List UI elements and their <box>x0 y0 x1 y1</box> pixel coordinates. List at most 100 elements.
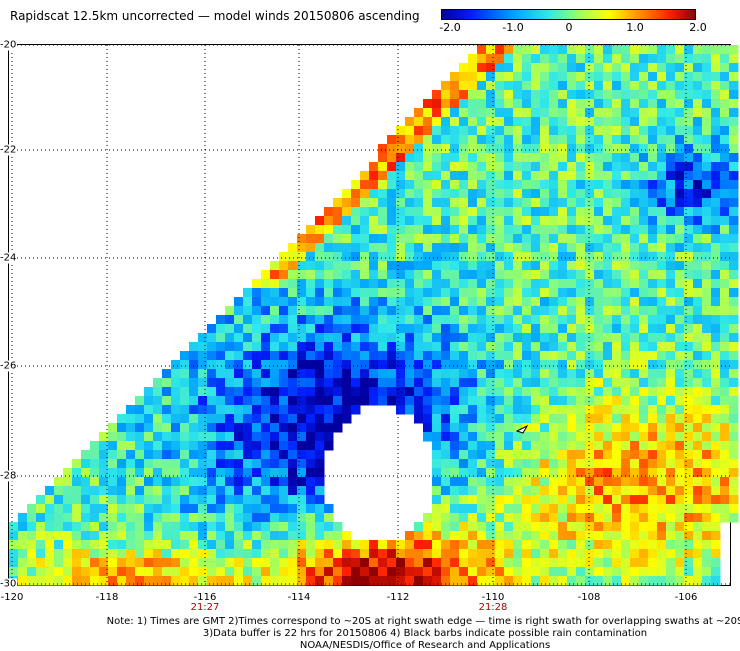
swath-cell <box>675 144 685 154</box>
swath-cell <box>495 144 505 154</box>
swath-cell <box>567 279 577 289</box>
swath-cell <box>729 225 739 235</box>
swath-cell <box>540 171 550 181</box>
lon-label: -108 <box>577 592 601 603</box>
swath-cell <box>522 504 532 514</box>
swath-cell <box>351 324 361 334</box>
swath-cell <box>630 261 640 271</box>
swath-cell <box>495 468 505 478</box>
swath-cell <box>504 477 514 487</box>
swath-cell <box>108 486 118 496</box>
swath-cell <box>477 270 487 280</box>
swath-cell <box>612 216 622 226</box>
swath-cell <box>117 450 127 460</box>
swath-cell <box>684 441 694 451</box>
swath-cell <box>657 225 667 235</box>
swath-cell <box>513 468 523 478</box>
swath-cell <box>666 333 676 343</box>
swath-cell <box>369 558 379 568</box>
swath-cell <box>666 450 676 460</box>
swath-cell <box>567 297 577 307</box>
swath-cell <box>702 513 712 523</box>
swath-cell <box>612 234 622 244</box>
swath-cell <box>288 387 298 397</box>
swath-cell <box>504 324 514 334</box>
swath-cell <box>468 243 478 253</box>
swath-cell <box>486 288 496 298</box>
swath-cell <box>711 576 721 586</box>
swath-cell <box>450 324 460 334</box>
swath-cell <box>396 207 406 217</box>
swath-cell <box>153 432 163 442</box>
swath-cell <box>603 144 613 154</box>
footnote-line: 3)Data buffer is 22 hrs for 20150806 4) … <box>202 628 648 639</box>
swath-cell <box>603 468 613 478</box>
swath-cell <box>306 306 316 316</box>
swath-cell <box>513 288 523 298</box>
swath-cell <box>135 576 145 586</box>
swath-cell <box>252 567 262 577</box>
swath-cell <box>441 549 451 559</box>
swath-cell <box>315 234 325 244</box>
swath-cell <box>189 513 199 523</box>
swath-cell <box>711 504 721 514</box>
swath-cell <box>576 513 586 523</box>
swath-cell <box>306 441 316 451</box>
swath-cell <box>351 297 361 307</box>
swath-cell <box>342 198 352 208</box>
swath-cell <box>531 558 541 568</box>
swath-cell <box>243 396 253 406</box>
swath-cell <box>513 306 523 316</box>
swath-cell <box>693 225 703 235</box>
swath-cell <box>387 225 397 235</box>
swath-cell <box>576 495 586 505</box>
swath-cell <box>711 45 721 55</box>
swath-cell <box>729 405 739 415</box>
swath-cell <box>234 459 244 469</box>
swath-cell <box>648 576 658 586</box>
swath-cell <box>720 315 730 325</box>
swath-cell <box>477 468 487 478</box>
swath-cell <box>486 468 496 478</box>
swath-cell <box>270 306 280 316</box>
swath-cell <box>432 441 442 451</box>
swath-cell <box>486 117 496 127</box>
swath-cell <box>648 243 658 253</box>
swath-cell <box>648 81 658 91</box>
swath-cell <box>45 549 55 559</box>
swath-cell <box>666 468 676 478</box>
swath-cell <box>414 576 424 586</box>
swath-cell <box>306 279 316 289</box>
swath-cell <box>234 306 244 316</box>
swath-cell <box>423 558 433 568</box>
swath-cell <box>648 450 658 460</box>
swath-cell <box>99 513 109 523</box>
swath-cell <box>90 468 100 478</box>
swath-cell <box>351 234 361 244</box>
swath-cell <box>513 576 523 586</box>
swath-cell <box>162 540 172 550</box>
swath-cell <box>405 576 415 586</box>
swath-cell <box>486 135 496 145</box>
swath-cell <box>333 531 343 541</box>
swath-cell <box>378 234 388 244</box>
swath-cell <box>693 279 703 289</box>
swath-cell <box>243 513 253 523</box>
swath-cell <box>288 441 298 451</box>
swath-cell <box>648 468 658 478</box>
swath-cell <box>693 351 703 361</box>
swath-cell <box>594 135 604 145</box>
swath-cell <box>486 243 496 253</box>
swath-cell <box>459 333 469 343</box>
swath-cell <box>315 513 325 523</box>
swath-cell <box>666 414 676 424</box>
swath-cell <box>189 396 199 406</box>
swath-cell <box>360 288 370 298</box>
swath-cell <box>270 288 280 298</box>
swath-cell <box>720 270 730 280</box>
swath-cell <box>45 504 55 514</box>
swath-cell <box>702 126 712 136</box>
swath-cell <box>342 333 352 343</box>
swath-cell <box>423 144 433 154</box>
swath-cell <box>261 441 271 451</box>
